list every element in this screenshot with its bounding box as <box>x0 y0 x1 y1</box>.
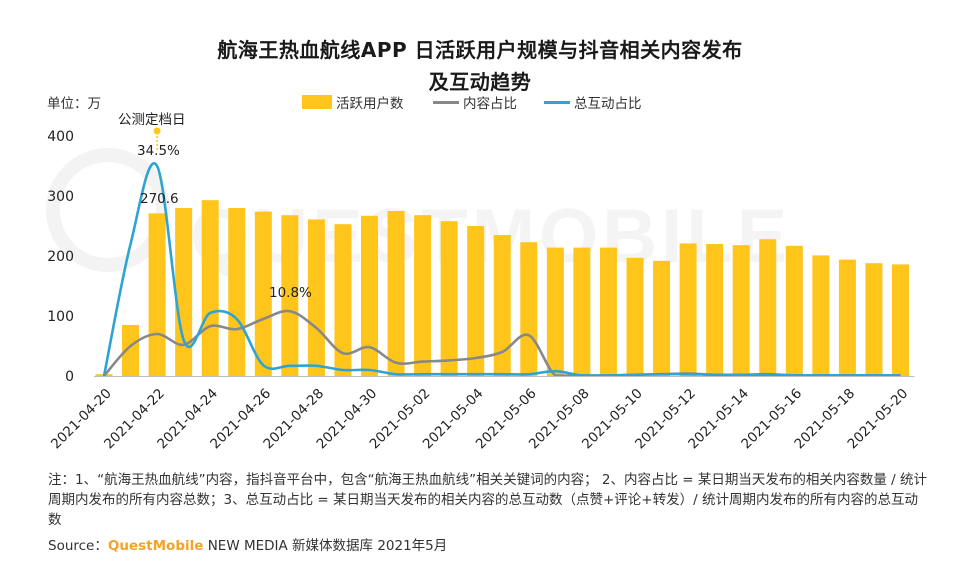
bar-series <box>95 200 909 376</box>
bar <box>892 264 909 376</box>
annotation-bar-value: 270.6 <box>140 191 179 207</box>
bar <box>732 245 750 376</box>
source-prefix: Source： <box>48 538 108 554</box>
bar <box>122 325 140 376</box>
source-line: Source：QuestMobile NEW MEDIA 新媒体数据库 2021… <box>48 534 447 554</box>
bar <box>546 247 564 376</box>
bar <box>281 215 299 376</box>
annotation-peak-interaction: 34.5% <box>137 143 180 159</box>
bar <box>387 211 405 376</box>
legend-item-content-share: 内容占比 <box>433 92 517 112</box>
bar <box>759 239 777 376</box>
source-brand: QuestMobile <box>107 538 204 554</box>
legend-item-active-users: 活跃用户数 <box>302 92 404 112</box>
bar <box>653 260 671 376</box>
bar <box>679 243 697 376</box>
watermark-text: QUESTMOBILE <box>190 194 791 279</box>
bar <box>493 235 511 376</box>
legend-swatch-line <box>544 100 570 104</box>
chart-title-line2: 及互动趋势 <box>428 70 532 94</box>
bar <box>467 226 485 376</box>
bar <box>148 213 166 376</box>
y-tick-label: 100 <box>47 309 74 325</box>
bar <box>838 259 856 376</box>
watermark-logo <box>46 148 170 272</box>
line-series <box>102 127 901 377</box>
bar <box>361 215 378 376</box>
bar <box>201 200 219 376</box>
source-rest: NEW MEDIA 新媒体数据库 2021年5月 <box>207 538 448 554</box>
bar <box>706 244 724 376</box>
launch-marker-dot <box>153 127 161 135</box>
bar <box>334 224 352 376</box>
bar <box>785 245 803 376</box>
legend-swatch-bar <box>302 95 332 109</box>
legend-swatch-line <box>433 100 459 104</box>
bar <box>520 242 538 376</box>
y-tick-label: 400 <box>47 129 74 145</box>
unit-label: 单位：万 <box>47 96 101 112</box>
legend-label: 活跃用户数 <box>336 96 404 112</box>
x-axis: 2021-04-202021-04-222021-04-242021-04-26… <box>48 376 915 452</box>
y-tick-label: 300 <box>47 189 74 205</box>
bar <box>414 215 432 376</box>
bar <box>865 263 883 376</box>
annotation-launch-day: 公测定档日 <box>118 112 186 128</box>
bar <box>812 255 830 376</box>
y-axis: 0 100 200 300 400 <box>47 129 74 385</box>
bar <box>307 219 325 376</box>
annotation-peak-content: 10.8% <box>269 285 312 301</box>
bar <box>228 208 246 376</box>
legend-label: 内容占比 <box>463 96 517 112</box>
series-line <box>102 162 901 377</box>
legend-label: 总互动占比 <box>574 96 642 112</box>
bar <box>573 247 591 376</box>
chart-title: 航海王热血航线APP 日活跃用户规模与抖音相关内容发布 <box>217 38 743 62</box>
footnotes: 注：1、“航海王热血航线”内容，指抖音平台中，包含“航海王热血航线”相关关键词的… <box>48 472 927 528</box>
y-tick-label: 0 <box>65 369 74 385</box>
bar <box>626 257 644 376</box>
bar <box>254 211 272 376</box>
bar <box>599 247 617 376</box>
bar <box>175 208 193 376</box>
bar <box>440 221 458 376</box>
legend-item-interaction-share: 总互动占比 <box>544 92 642 112</box>
y-tick-label: 200 <box>47 249 74 265</box>
